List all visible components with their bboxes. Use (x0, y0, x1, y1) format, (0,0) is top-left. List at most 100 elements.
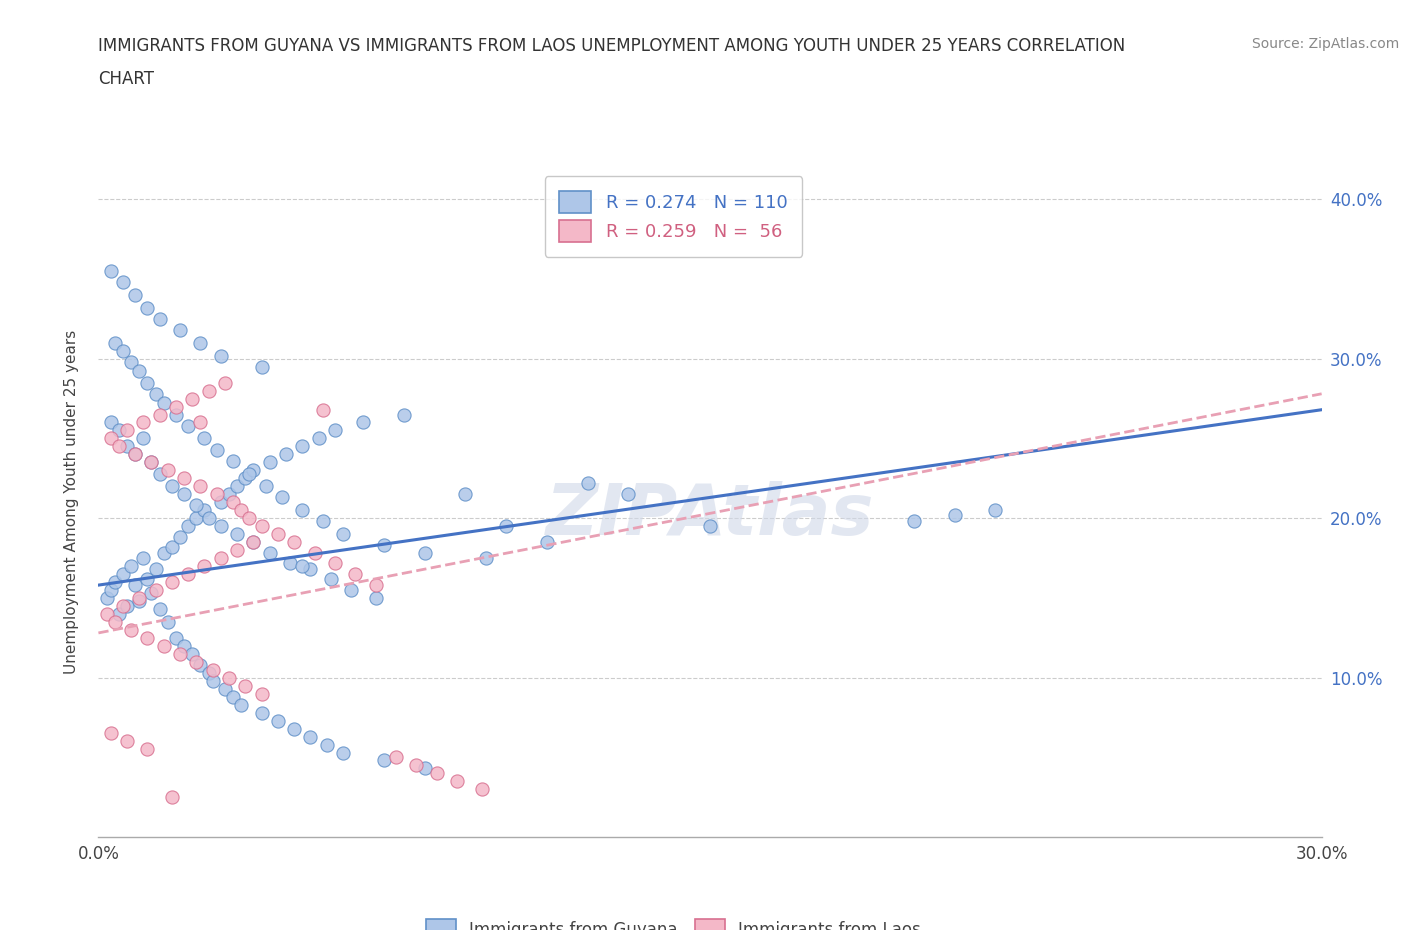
Point (231, 698, 253, 712)
Point (226, 526, 249, 541)
Point (173, 471, 195, 485)
Point (250, 519, 273, 534)
Point (576, 475, 599, 490)
Point (177, 566, 200, 581)
Point (177, 519, 200, 534)
Point (145, 386, 167, 401)
Point (120, 559, 142, 574)
Point (304, 546, 326, 561)
Point (100, 726, 122, 741)
Point (111, 343, 134, 358)
Point (104, 336, 127, 351)
Point (209, 551, 232, 565)
Point (100, 582, 122, 597)
Point (132, 415, 155, 430)
Point (186, 511, 208, 525)
Point (392, 407, 416, 422)
Point (124, 578, 146, 592)
Point (141, 455, 163, 470)
Point (115, 598, 138, 613)
Point (385, 750, 408, 764)
Point (173, 486, 195, 501)
Point (238, 511, 260, 525)
Point (136, 742, 159, 757)
Point (259, 546, 281, 561)
Point (108, 439, 131, 454)
Point (226, 542, 249, 557)
Point (250, 705, 273, 720)
Point (188, 415, 212, 430)
Point (165, 631, 187, 645)
Point (352, 415, 374, 430)
Point (373, 538, 395, 552)
Point (308, 431, 330, 445)
Point (120, 622, 142, 637)
Point (209, 495, 232, 510)
Point (120, 354, 142, 369)
Point (222, 495, 245, 510)
Point (132, 431, 155, 445)
Point (201, 662, 224, 677)
Point (136, 631, 159, 645)
Point (205, 442, 228, 457)
Legend: Immigrants from Guyana, Immigrants from Laos: Immigrants from Guyana, Immigrants from … (419, 912, 928, 930)
Point (242, 535, 264, 550)
Point (233, 471, 256, 485)
Point (413, 761, 436, 776)
Point (233, 678, 256, 693)
Point (617, 486, 640, 501)
Point (312, 514, 335, 529)
Point (218, 486, 240, 501)
Point (149, 602, 172, 617)
Point (278, 555, 301, 570)
Point (699, 519, 721, 534)
Point (344, 566, 367, 581)
Point (108, 606, 131, 621)
Point (160, 790, 183, 804)
Point (332, 526, 354, 541)
Point (405, 758, 427, 773)
Point (193, 503, 215, 518)
Point (124, 447, 146, 462)
Point (111, 566, 134, 581)
Point (141, 586, 163, 601)
Point (454, 486, 477, 501)
Point (115, 439, 138, 454)
Point (340, 582, 363, 597)
Point (136, 375, 159, 390)
Point (319, 571, 342, 586)
Point (250, 359, 273, 374)
Point (299, 729, 322, 744)
Point (283, 535, 305, 550)
Text: ZIPAtlas: ZIPAtlas (546, 481, 875, 550)
Point (177, 418, 200, 433)
Text: Source: ZipAtlas.com: Source: ZipAtlas.com (1251, 37, 1399, 51)
Text: IMMIGRANTS FROM GUYANA VS IMMIGRANTS FROM LAOS UNEMPLOYMENT AMONG YOUTH UNDER 25: IMMIGRANTS FROM GUYANA VS IMMIGRANTS FRO… (98, 37, 1126, 55)
Point (291, 439, 314, 454)
Point (222, 689, 245, 704)
Point (188, 336, 212, 351)
Point (152, 396, 174, 411)
Point (111, 598, 134, 613)
Point (214, 375, 236, 390)
Point (205, 486, 228, 501)
Point (283, 721, 305, 736)
Point (96, 606, 118, 621)
Point (188, 479, 212, 494)
Point (188, 658, 212, 672)
Point (186, 498, 208, 512)
Point (413, 546, 436, 561)
Point (104, 615, 127, 630)
Point (186, 654, 208, 669)
Point (323, 555, 346, 570)
Point (536, 535, 558, 550)
Point (124, 447, 146, 462)
Point (373, 753, 395, 768)
Point (169, 323, 191, 338)
Point (169, 646, 191, 661)
Point (943, 508, 966, 523)
Point (193, 559, 215, 574)
Point (149, 312, 172, 326)
Point (201, 673, 224, 688)
Point (152, 638, 174, 653)
